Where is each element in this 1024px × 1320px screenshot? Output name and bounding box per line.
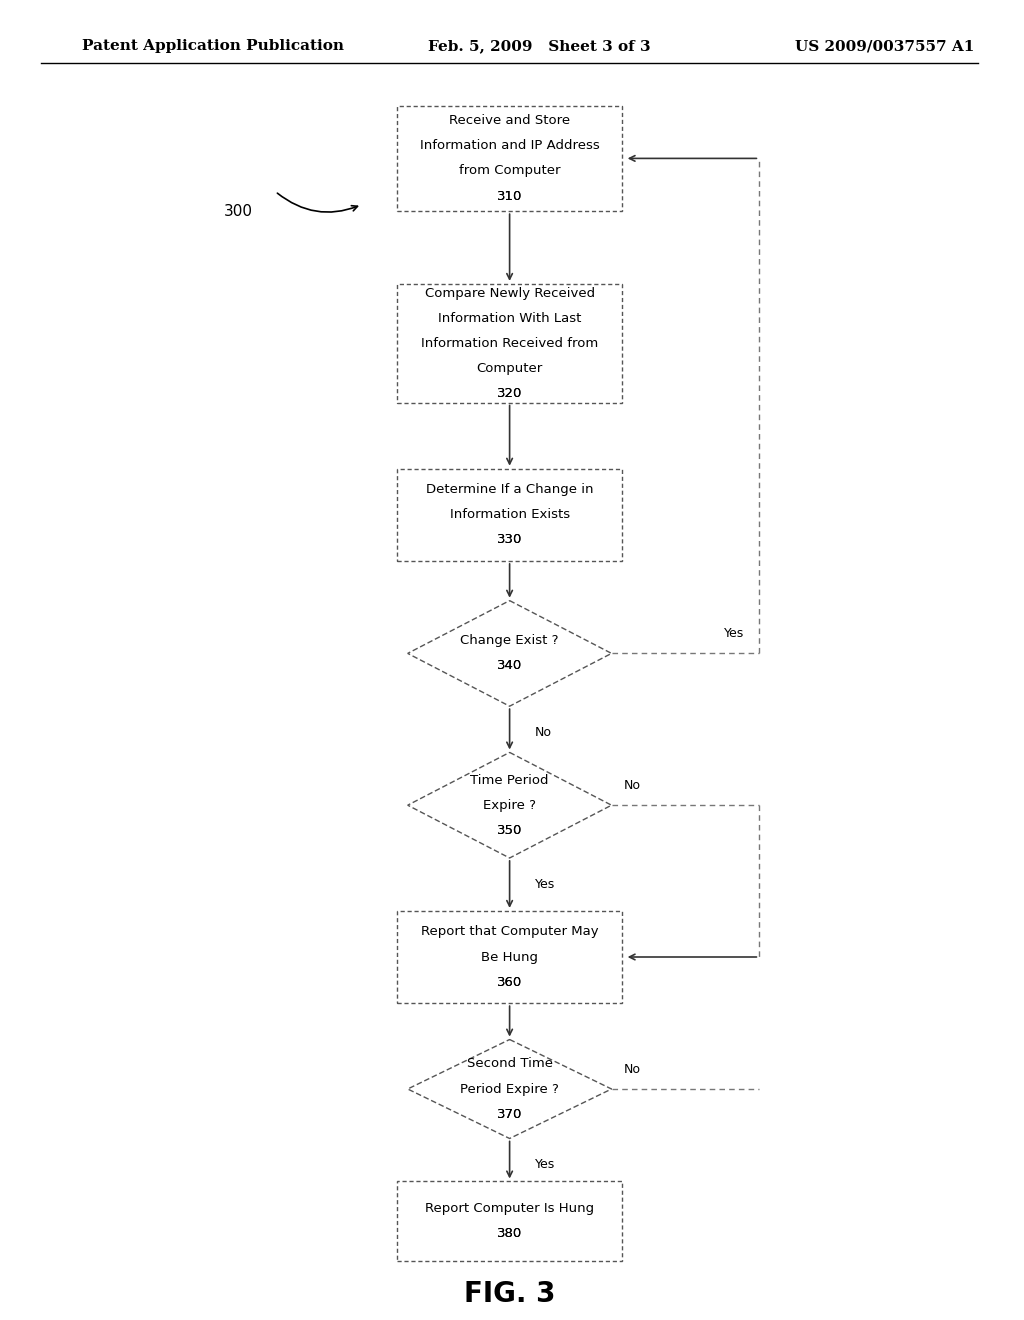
- Text: Receive and Store: Receive and Store: [450, 115, 570, 127]
- Text: 320: 320: [497, 387, 522, 400]
- Text: FIG. 3: FIG. 3: [464, 1279, 555, 1308]
- Text: Feb. 5, 2009   Sheet 3 of 3: Feb. 5, 2009 Sheet 3 of 3: [428, 40, 650, 53]
- Text: Information Exists: Information Exists: [450, 508, 569, 521]
- Text: US 2009/0037557 A1: US 2009/0037557 A1: [795, 40, 975, 53]
- FancyBboxPatch shape: [397, 106, 622, 211]
- Text: Information and IP Address: Information and IP Address: [420, 140, 599, 152]
- Text: 350: 350: [497, 824, 522, 837]
- Text: 380: 380: [497, 1228, 522, 1239]
- Text: 360: 360: [497, 975, 522, 989]
- Text: Information With Last: Information With Last: [438, 312, 582, 325]
- Text: Yes: Yes: [724, 627, 744, 640]
- Text: Second Time: Second Time: [467, 1057, 553, 1071]
- Text: Period Expire ?: Period Expire ?: [460, 1082, 559, 1096]
- Text: Computer: Computer: [476, 362, 543, 375]
- Text: Yes: Yes: [536, 878, 555, 891]
- Text: Determine If a Change in: Determine If a Change in: [426, 483, 593, 496]
- Polygon shape: [408, 752, 611, 858]
- Text: No: No: [536, 726, 552, 739]
- Text: from Computer: from Computer: [459, 165, 560, 177]
- Text: 360: 360: [497, 975, 522, 989]
- Text: Change Exist ?: Change Exist ?: [461, 635, 559, 647]
- Polygon shape: [408, 1040, 611, 1138]
- Text: Time Period: Time Period: [470, 774, 549, 787]
- Text: 330: 330: [497, 533, 522, 546]
- Polygon shape: [408, 601, 611, 706]
- Text: Expire ?: Expire ?: [483, 799, 537, 812]
- FancyBboxPatch shape: [397, 469, 622, 561]
- Text: 370: 370: [497, 1107, 522, 1121]
- Text: 370: 370: [497, 1107, 522, 1121]
- Text: 340: 340: [497, 660, 522, 672]
- Text: Report Computer Is Hung: Report Computer Is Hung: [425, 1203, 594, 1214]
- Text: Patent Application Publication: Patent Application Publication: [82, 40, 343, 53]
- FancyBboxPatch shape: [397, 284, 622, 403]
- Text: 330: 330: [497, 533, 522, 546]
- Text: 340: 340: [497, 660, 522, 672]
- Text: Compare Newly Received: Compare Newly Received: [425, 286, 595, 300]
- Text: 310: 310: [497, 190, 522, 202]
- Text: 300: 300: [224, 203, 253, 219]
- Text: 350: 350: [497, 824, 522, 837]
- Text: 380: 380: [497, 1228, 522, 1239]
- Text: 310: 310: [497, 190, 522, 202]
- Text: Report that Computer May: Report that Computer May: [421, 925, 598, 939]
- Text: No: No: [624, 779, 640, 792]
- Text: Yes: Yes: [536, 1159, 555, 1171]
- FancyBboxPatch shape: [397, 1181, 622, 1261]
- Text: Be Hung: Be Hung: [481, 950, 538, 964]
- Text: 320: 320: [497, 387, 522, 400]
- Text: Information Received from: Information Received from: [421, 337, 598, 350]
- FancyBboxPatch shape: [397, 911, 622, 1003]
- Text: No: No: [624, 1063, 640, 1076]
